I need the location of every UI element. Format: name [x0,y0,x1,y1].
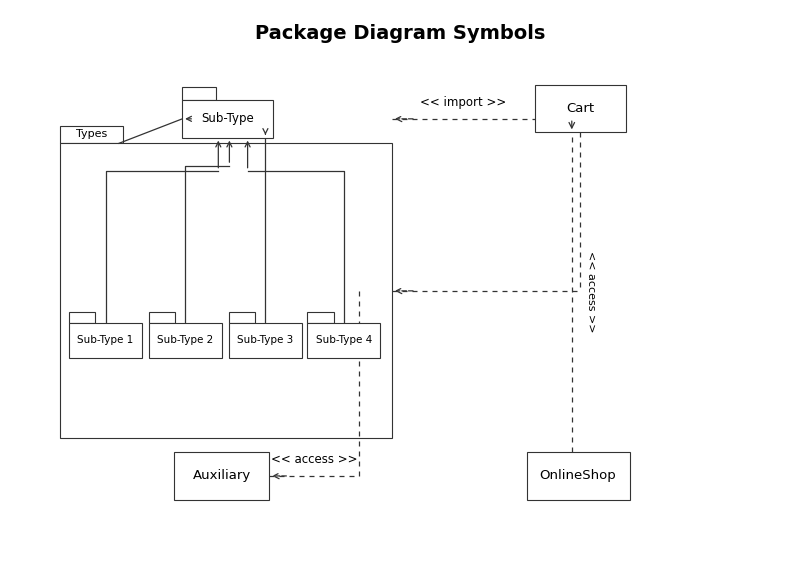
Bar [182,100,274,138]
Text: Package Diagram Symbols: Package Diagram Symbols [255,24,545,42]
Bar [534,85,626,132]
Text: Cart: Cart [566,102,594,115]
Text: << access >>: << access >> [271,453,358,466]
Bar [307,323,380,358]
Text: Sub-Type 2: Sub-Type 2 [158,336,214,345]
Bar [69,312,95,323]
Bar [59,144,392,438]
Bar [229,312,255,323]
Text: OnlineShop: OnlineShop [540,470,617,483]
Bar [174,453,270,499]
Bar [229,323,302,358]
Bar [182,86,215,100]
Bar [307,312,334,323]
Bar [69,323,142,358]
Text: Sub-Type 3: Sub-Type 3 [238,336,294,345]
Bar [149,312,175,323]
Bar [526,453,630,499]
Bar [149,323,222,358]
Bar [59,125,123,144]
Text: Auxiliary: Auxiliary [193,470,251,483]
Text: Sub-Type 1: Sub-Type 1 [78,336,134,345]
Text: << import >>: << import >> [420,95,506,108]
Text: Sub-Type 4: Sub-Type 4 [316,336,372,345]
Text: Sub-Type: Sub-Type [202,112,254,125]
Text: << access >>: << access >> [586,251,596,333]
Text: Types: Types [76,129,107,140]
